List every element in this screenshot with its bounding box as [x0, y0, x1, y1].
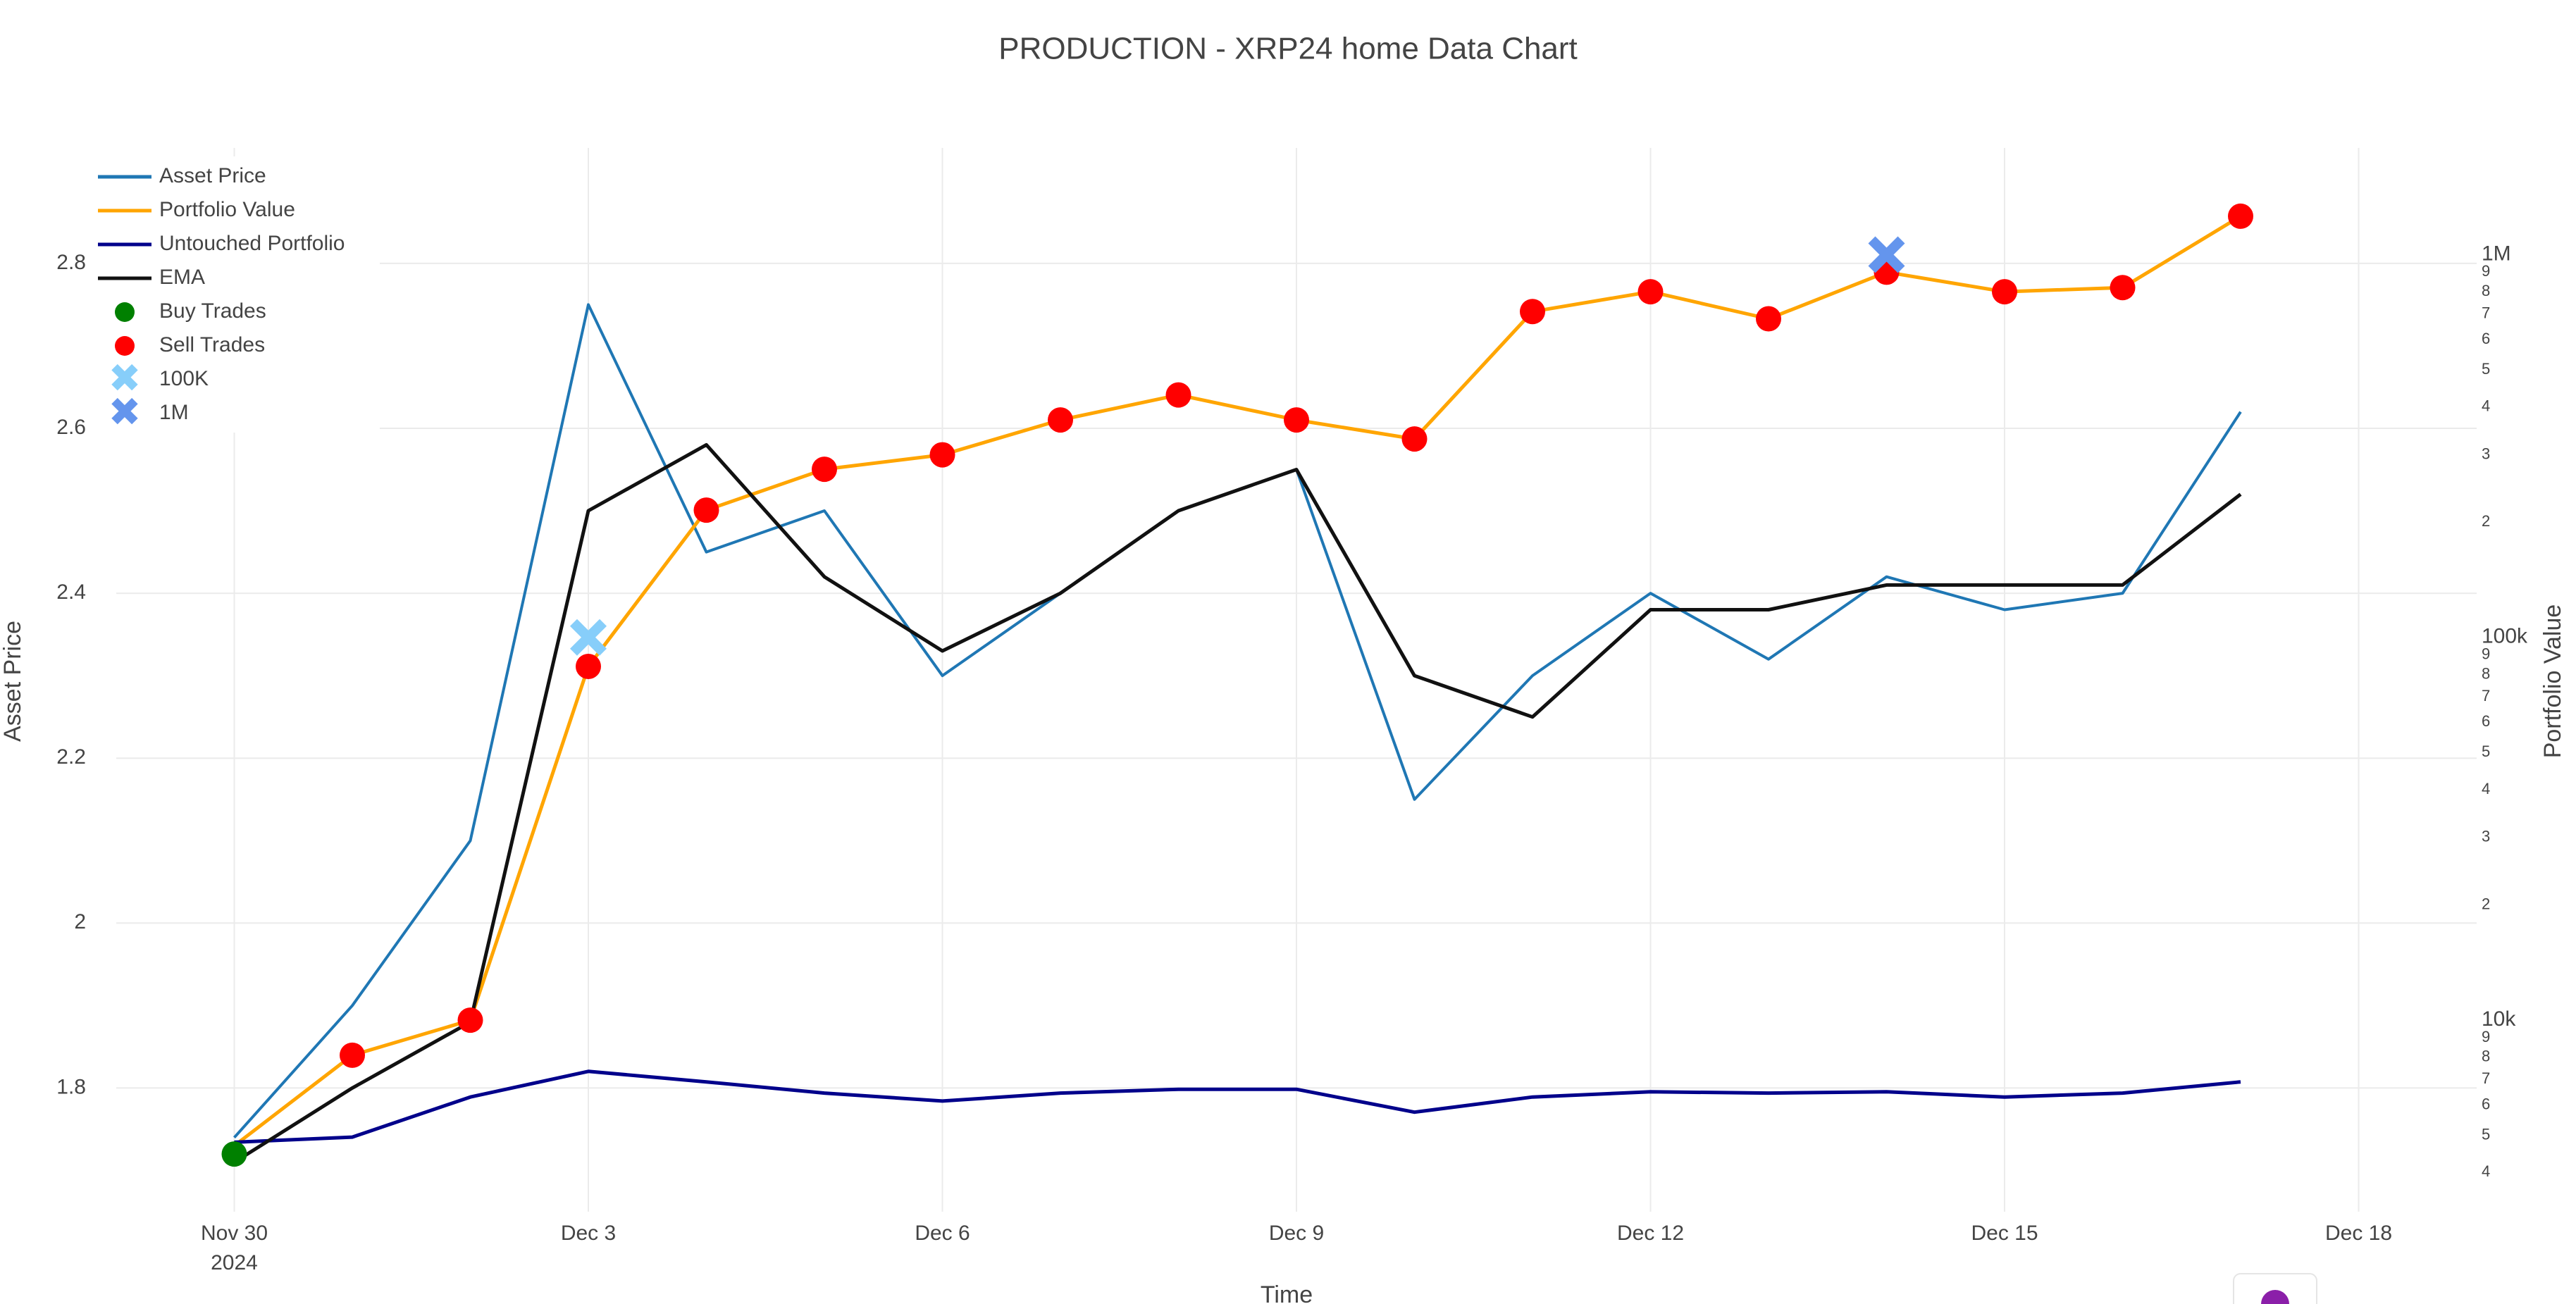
line-2	[234, 1069, 2241, 1144]
x-tick-label: Nov 30	[201, 1222, 268, 1245]
legend-swatch: ✖	[109, 356, 142, 400]
legend-box	[91, 156, 380, 433]
trade-marker	[1401, 426, 1428, 452]
widget-button[interactable]	[2233, 1273, 2317, 1304]
trade-marker	[2110, 275, 2136, 301]
legend-label: Untouched Portfolio	[159, 232, 345, 255]
legend-swatch	[115, 336, 135, 356]
y2-tick-label: 9	[2482, 645, 2490, 662]
trade-marker	[1637, 279, 1664, 305]
trade-marker	[1756, 306, 1781, 332]
y2-tick-label: 5	[2482, 1126, 2490, 1143]
y2-tick-label: 4	[2482, 780, 2490, 797]
trade-marker	[2228, 203, 2253, 229]
y2-tick-label: 5	[2482, 360, 2490, 378]
y-tick-label: 1.8	[56, 1075, 86, 1098]
y2-tick-label: 9	[2482, 262, 2490, 280]
line-0	[233, 303, 2242, 1139]
trade-marker	[693, 497, 719, 523]
legend-swatch	[115, 302, 135, 322]
x-tick-label: Dec 18	[2325, 1222, 2392, 1245]
trade-marker	[576, 653, 601, 679]
y2-tick-label: 5	[2482, 743, 2490, 760]
legend-label: Portfolio Value	[159, 198, 295, 221]
y-tick-label: 2.4	[56, 580, 86, 604]
grid	[116, 148, 2477, 1212]
y2-axis-title: Portfolio Value	[2539, 604, 2566, 759]
legend-label: Buy Trades	[159, 299, 266, 323]
y-tick-label: 2	[74, 910, 86, 933]
y2-tick-label: 7	[2482, 1069, 2490, 1087]
y2-tick-label: 4	[2482, 397, 2490, 414]
trade-marker	[221, 1141, 247, 1167]
widget-icon	[2261, 1290, 2289, 1304]
trade-marker	[1992, 279, 2017, 305]
y2-tick-label: 8	[2482, 1048, 2490, 1065]
trade-marker	[340, 1042, 365, 1068]
y2-tick-label: 3	[2482, 828, 2490, 845]
y-axis-title: Asset Price	[0, 621, 26, 742]
y2-tick-label: 6	[2482, 712, 2490, 730]
y-tick-label: 2.8	[56, 251, 86, 274]
line-1	[233, 214, 2242, 1148]
chart-title: PRODUCTION - XRP24 home Data Chart	[998, 32, 1578, 66]
y2-tick-label: 7	[2482, 304, 2490, 321]
legend-label: 1M	[159, 401, 189, 424]
y2-tick-label: 10k	[2482, 1007, 2516, 1031]
y2-tick-label: 3	[2482, 445, 2490, 462]
trade-marker	[1520, 299, 1545, 325]
x-tick-label: Dec 15	[1971, 1222, 2038, 1245]
trade-marker	[812, 457, 837, 483]
line-3	[233, 442, 2242, 1164]
y2-tick-label: 7	[2482, 687, 2490, 704]
trade-marker	[1048, 407, 1073, 433]
y2-tick-label: 2	[2482, 895, 2490, 912]
legend-label: Asset Price	[159, 164, 266, 187]
x-tick-year: 2024	[211, 1251, 258, 1274]
y2-tick-label: 100k	[2482, 625, 2528, 648]
marker-x	[1868, 236, 1905, 273]
x-tick-label: Dec 12	[1617, 1222, 1684, 1245]
y2-tick-label: 8	[2482, 282, 2490, 299]
legend-swatch: ✖	[109, 390, 142, 434]
legend-label: 100K	[159, 367, 209, 390]
trade-marker	[1165, 382, 1191, 408]
y2-tick-label: 8	[2482, 664, 2490, 682]
y2-tick-label: 6	[2482, 1095, 2490, 1113]
trade-marker	[929, 442, 955, 468]
trade-marker	[457, 1007, 483, 1033]
y2-tick-label: 4	[2482, 1162, 2490, 1180]
marker-x	[570, 619, 607, 656]
x-tick-label: Dec 6	[915, 1222, 970, 1245]
y2-tick-label: 9	[2482, 1028, 2490, 1045]
legend-label: EMA	[159, 266, 205, 289]
y2-tick-label: 2	[2482, 512, 2490, 530]
y-tick-label: 2.2	[56, 745, 86, 769]
legend-label: Sell Trades	[159, 333, 265, 356]
x-tick-label: Dec 3	[561, 1222, 616, 1245]
x-axis-title: Time	[1261, 1281, 1313, 1304]
x-tick-label: Dec 9	[1269, 1222, 1324, 1245]
y2-tick-label: 6	[2482, 330, 2490, 347]
trade-marker	[1284, 407, 1309, 433]
y-tick-label: 2.6	[56, 416, 86, 439]
y2-tick-label: 1M	[2482, 242, 2511, 265]
